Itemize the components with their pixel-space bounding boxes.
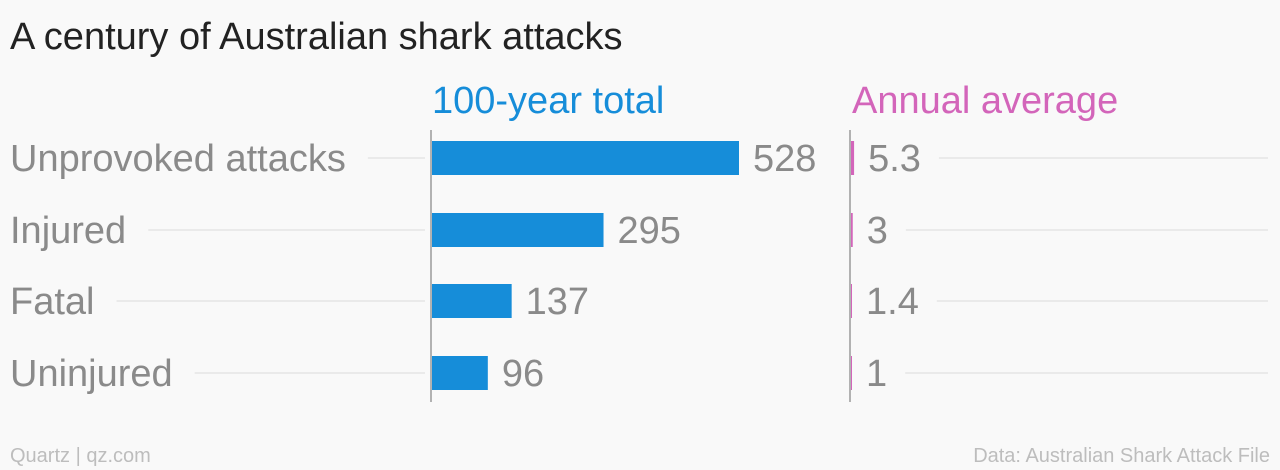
value-label-annual: 1.4 bbox=[866, 281, 919, 323]
value-label-total: 295 bbox=[618, 210, 681, 252]
value-label-annual: 1 bbox=[866, 353, 887, 395]
value-label-annual: 5.3 bbox=[868, 138, 921, 180]
chart-rows: Unprovoked attacks 528 5.3 Injured 295 3 Fatal… bbox=[10, 138, 1268, 395]
series-header-total: 100-year total bbox=[432, 80, 664, 122]
footer-source-left: Quartz | qz.com bbox=[10, 445, 151, 467]
value-label-total: 96 bbox=[502, 353, 544, 395]
value-label-annual: 3 bbox=[867, 210, 888, 252]
bar-total bbox=[432, 213, 604, 247]
footer-source-right: Data: Australian Shark Attack File bbox=[973, 445, 1270, 467]
bar-annual bbox=[851, 356, 852, 390]
category-label: Injured bbox=[10, 210, 126, 252]
category-label: Uninjured bbox=[10, 353, 173, 395]
value-label-total: 137 bbox=[526, 281, 589, 323]
bar-total bbox=[432, 284, 512, 318]
bar-total bbox=[432, 356, 488, 390]
category-label: Fatal bbox=[10, 281, 94, 323]
chart-title: A century of Australian shark attacks bbox=[10, 16, 623, 58]
bar-total bbox=[432, 141, 739, 175]
category-label: Unprovoked attacks bbox=[10, 138, 346, 180]
bar-annual bbox=[851, 284, 852, 318]
value-label-total: 528 bbox=[753, 138, 816, 180]
bar-annual bbox=[851, 141, 855, 175]
bar-annual bbox=[851, 213, 853, 247]
series-header-annual: Annual average bbox=[852, 80, 1118, 122]
